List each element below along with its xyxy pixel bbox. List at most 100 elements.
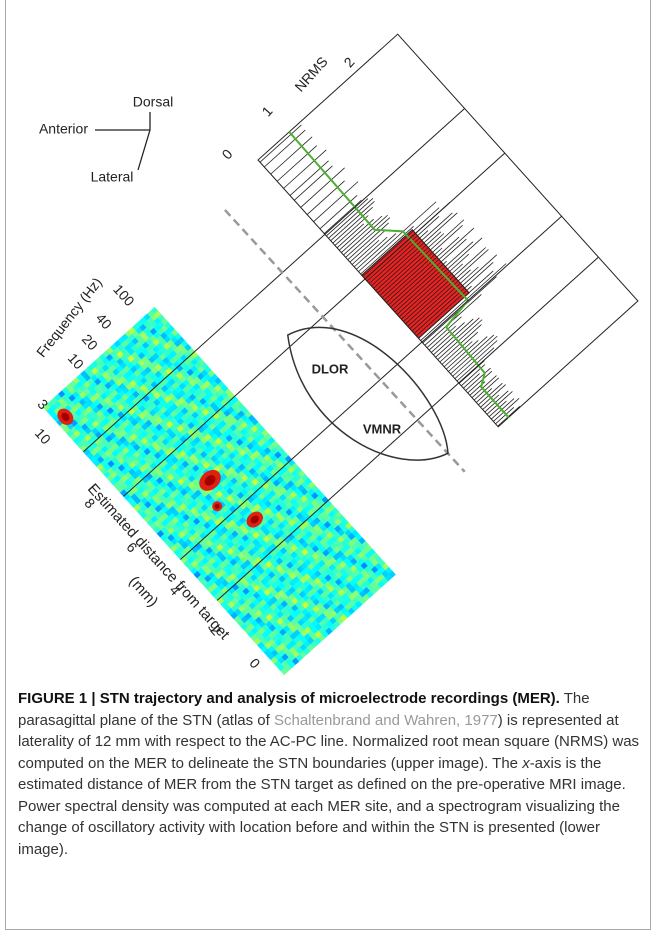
nrms-bar xyxy=(373,212,458,289)
nrms-bar xyxy=(375,231,442,291)
nrms-bar xyxy=(394,241,474,313)
lateral-label: Lateral xyxy=(91,169,134,185)
nrms-bar xyxy=(300,167,345,208)
nrms-bar xyxy=(478,382,503,406)
nrms-bar xyxy=(473,377,500,401)
nrms-bar xyxy=(456,347,495,382)
nrms-bar xyxy=(276,145,318,182)
citation-link[interactable]: Schaltenbrand and Wahren, 1977 xyxy=(273,711,498,729)
boundary-line xyxy=(83,108,465,453)
spectrogram-hotspot xyxy=(61,412,70,421)
nrms-bar xyxy=(358,201,437,272)
nrms-bar xyxy=(454,340,498,379)
nrms-bar xyxy=(293,165,333,201)
nrms-tick: 0 xyxy=(218,146,235,163)
nrms-bar xyxy=(264,129,306,168)
stn-outline xyxy=(286,326,449,461)
distance-tick: 10 xyxy=(32,425,54,447)
boundary-line xyxy=(180,215,562,560)
region-label: DLOR xyxy=(312,361,349,376)
nrms-bar xyxy=(353,236,388,268)
nrms-bar xyxy=(398,253,470,318)
nrms-bar xyxy=(313,181,359,222)
nrms-bar xyxy=(486,391,513,415)
rotated-panel xyxy=(43,33,639,676)
nrms-bar xyxy=(443,341,473,368)
nrms-bar xyxy=(493,398,520,422)
distance-tick: 0 xyxy=(246,655,263,672)
nrms-bar xyxy=(345,217,391,258)
nrms-bar xyxy=(351,239,380,265)
nrms-label: NRMS xyxy=(291,53,330,94)
nrms-bar xyxy=(259,124,302,163)
nrms-bar xyxy=(386,236,460,303)
nrms-bar xyxy=(490,398,515,420)
nrms-bar xyxy=(341,215,383,253)
nrms-bar xyxy=(396,237,483,315)
nrms-bar xyxy=(446,340,479,370)
boundary-line xyxy=(123,152,506,497)
nrms-bar xyxy=(409,266,479,329)
nrms-bar xyxy=(356,233,397,270)
nrms-bar xyxy=(377,233,445,294)
nrms-bar xyxy=(336,223,365,249)
spectrogram-cell xyxy=(280,667,289,676)
nrms-bar xyxy=(388,227,475,306)
caption-text: ) is represented at laterality of 12 mm … xyxy=(18,711,640,772)
nrms-bar xyxy=(334,215,369,246)
nrms-bar xyxy=(330,200,375,242)
distance-unit: (mm) xyxy=(125,573,161,610)
nrms-bar xyxy=(343,214,388,256)
nrms-tick: 2 xyxy=(340,54,357,71)
nrms-bar xyxy=(480,384,506,408)
nrms-bar xyxy=(368,230,429,284)
caption-text: -axis is the estimated distance of MER f… xyxy=(18,754,626,858)
caption-text: The parasagittal plane of the STN (atlas… xyxy=(18,690,590,729)
nrms-bar xyxy=(401,263,464,320)
nrms-bar xyxy=(413,262,494,334)
spectrogram-hotspot xyxy=(214,503,220,509)
figure: Dorsal Anterior Lateral NRMS 0 1 2 Frequ… xyxy=(32,33,639,676)
nrms-bar xyxy=(441,331,479,365)
nrms-bar xyxy=(495,407,515,425)
frequency-tick: 20 xyxy=(79,331,101,353)
nrms-bar xyxy=(347,222,389,261)
nrms-bar xyxy=(319,195,358,230)
spectrogram-hotspot xyxy=(250,515,259,524)
nrms-bar xyxy=(450,334,495,375)
nrms-bar xyxy=(407,269,471,327)
nrms-bar xyxy=(328,198,374,239)
anterior-label: Anterior xyxy=(39,121,88,137)
nrms-bar xyxy=(338,218,374,251)
nrms-bar xyxy=(332,206,373,244)
nrms-bar xyxy=(437,319,483,360)
nrms-tick: 1 xyxy=(258,103,275,120)
nrms-bar xyxy=(482,394,500,410)
figure-frame xyxy=(5,0,651,930)
trajectory-line xyxy=(224,209,466,473)
nrms-trace xyxy=(288,131,510,419)
nrms-bar xyxy=(371,212,453,287)
nrms-bar xyxy=(379,219,465,296)
nrms-bar xyxy=(405,249,489,325)
spectrogram-hotspot xyxy=(204,475,216,486)
nrms-bar xyxy=(381,224,463,299)
nrms-bar xyxy=(465,367,491,391)
nrms-bar xyxy=(467,370,493,394)
nrms-bar xyxy=(306,180,345,215)
dorsal-label: Dorsal xyxy=(133,94,173,110)
nrms-bar xyxy=(471,375,497,398)
nrms-bar xyxy=(488,400,507,417)
nrms-bar xyxy=(366,216,440,282)
nrms-bar xyxy=(349,230,385,263)
nrms-bar xyxy=(283,149,327,189)
nrms-bar xyxy=(383,247,443,301)
region-label: VMNR xyxy=(363,421,402,436)
nrms-bar xyxy=(403,247,486,322)
nrms-bar xyxy=(431,322,465,353)
nrms-bar xyxy=(289,160,329,196)
nrms-bar xyxy=(484,390,509,413)
caption: FIGURE 1 | STN trajectory and analysis o… xyxy=(18,688,643,860)
nrms-bar xyxy=(418,270,494,339)
nrms-bar xyxy=(426,316,462,349)
